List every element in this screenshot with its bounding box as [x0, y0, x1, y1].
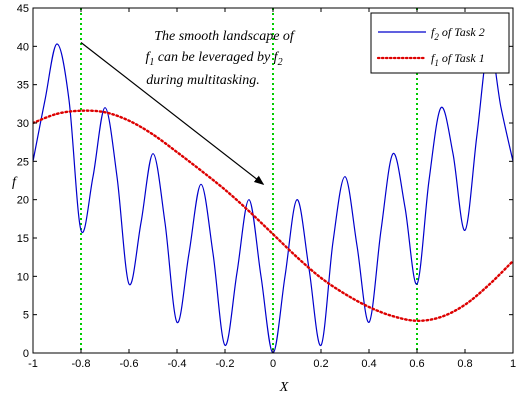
y-tick-label: 15: [17, 233, 29, 245]
x-tick-label: -0.2: [216, 358, 235, 370]
series-line-task1: [33, 109, 513, 323]
legend-entry-task2: f2 of Task 2: [378, 25, 485, 42]
x-tick-label: 0: [270, 358, 276, 370]
legend-label-task2-main: f: [431, 25, 436, 39]
x-tick-label: -0.4: [168, 358, 187, 370]
legend-label-task1-rest: of Task 1: [439, 51, 485, 65]
y-tick-label: 45: [17, 3, 29, 15]
legend: f2 of Task 2 f1 of Task 1: [370, 12, 510, 74]
annotation-f2-symbol: f: [274, 50, 280, 65]
y-tick-label: 25: [17, 156, 29, 168]
y-axis-label: f: [12, 175, 18, 190]
annotation: The smooth landscape of f1 can be levera…: [80, 29, 296, 185]
x-axis-label: X: [279, 380, 289, 395]
x-tick-label: -0.8: [72, 358, 91, 370]
legend-label-task2: f2 of Task 2: [431, 25, 485, 42]
annotation-line-2: f1 can be leveraged by f2: [145, 50, 282, 68]
x-axis: -1 -0.8 -0.6 -0.4 -0.2 0 0.2 0.4 0.6 0.8 1: [28, 8, 516, 370]
legend-label-task1: f1 of Task 1: [431, 51, 485, 68]
annotation-f2-subscript: 2: [278, 57, 283, 68]
annotation-line-3: during multitasking.: [146, 73, 260, 88]
y-tick-label: 5: [23, 310, 29, 322]
legend-label-task2-sub: 2: [434, 32, 439, 42]
y-tick-label: 0: [23, 348, 29, 360]
legend-label-task1-sub: 1: [434, 58, 439, 68]
annotation-arrow: [80, 42, 265, 185]
x-tick-label: -1: [28, 358, 38, 370]
y-tick-label: 35: [17, 80, 29, 92]
x-tick-label: -0.6: [120, 358, 139, 370]
y-axis: 0 5 10 15 20 25 30 35 40 45: [17, 3, 513, 360]
x-tick-label: 0.4: [361, 358, 376, 370]
annotation-line-2-text: can be leveraged by: [154, 50, 273, 65]
y-tick-label: 20: [17, 195, 29, 207]
legend-entry-task1: f1 of Task 1: [376, 51, 485, 68]
x-tick-label: 0.2: [313, 358, 328, 370]
annotation-line-1: The smooth landscape of: [154, 29, 296, 44]
x-tick-label: 0.6: [409, 358, 424, 370]
x-tick-label: 0.8: [457, 358, 472, 370]
y-tick-label: 40: [17, 41, 29, 53]
y-tick-label: 10: [17, 271, 29, 283]
legend-label-task2-rest: of Task 2: [439, 25, 485, 39]
y-tick-label: 30: [17, 118, 29, 130]
legend-box: [370, 12, 510, 74]
annotation-f1-subscript: 1: [149, 57, 154, 68]
legend-label-task1-main: f: [431, 51, 436, 65]
annotation-f1-symbol: f: [145, 50, 151, 65]
x-tick-label: 1: [510, 358, 516, 370]
